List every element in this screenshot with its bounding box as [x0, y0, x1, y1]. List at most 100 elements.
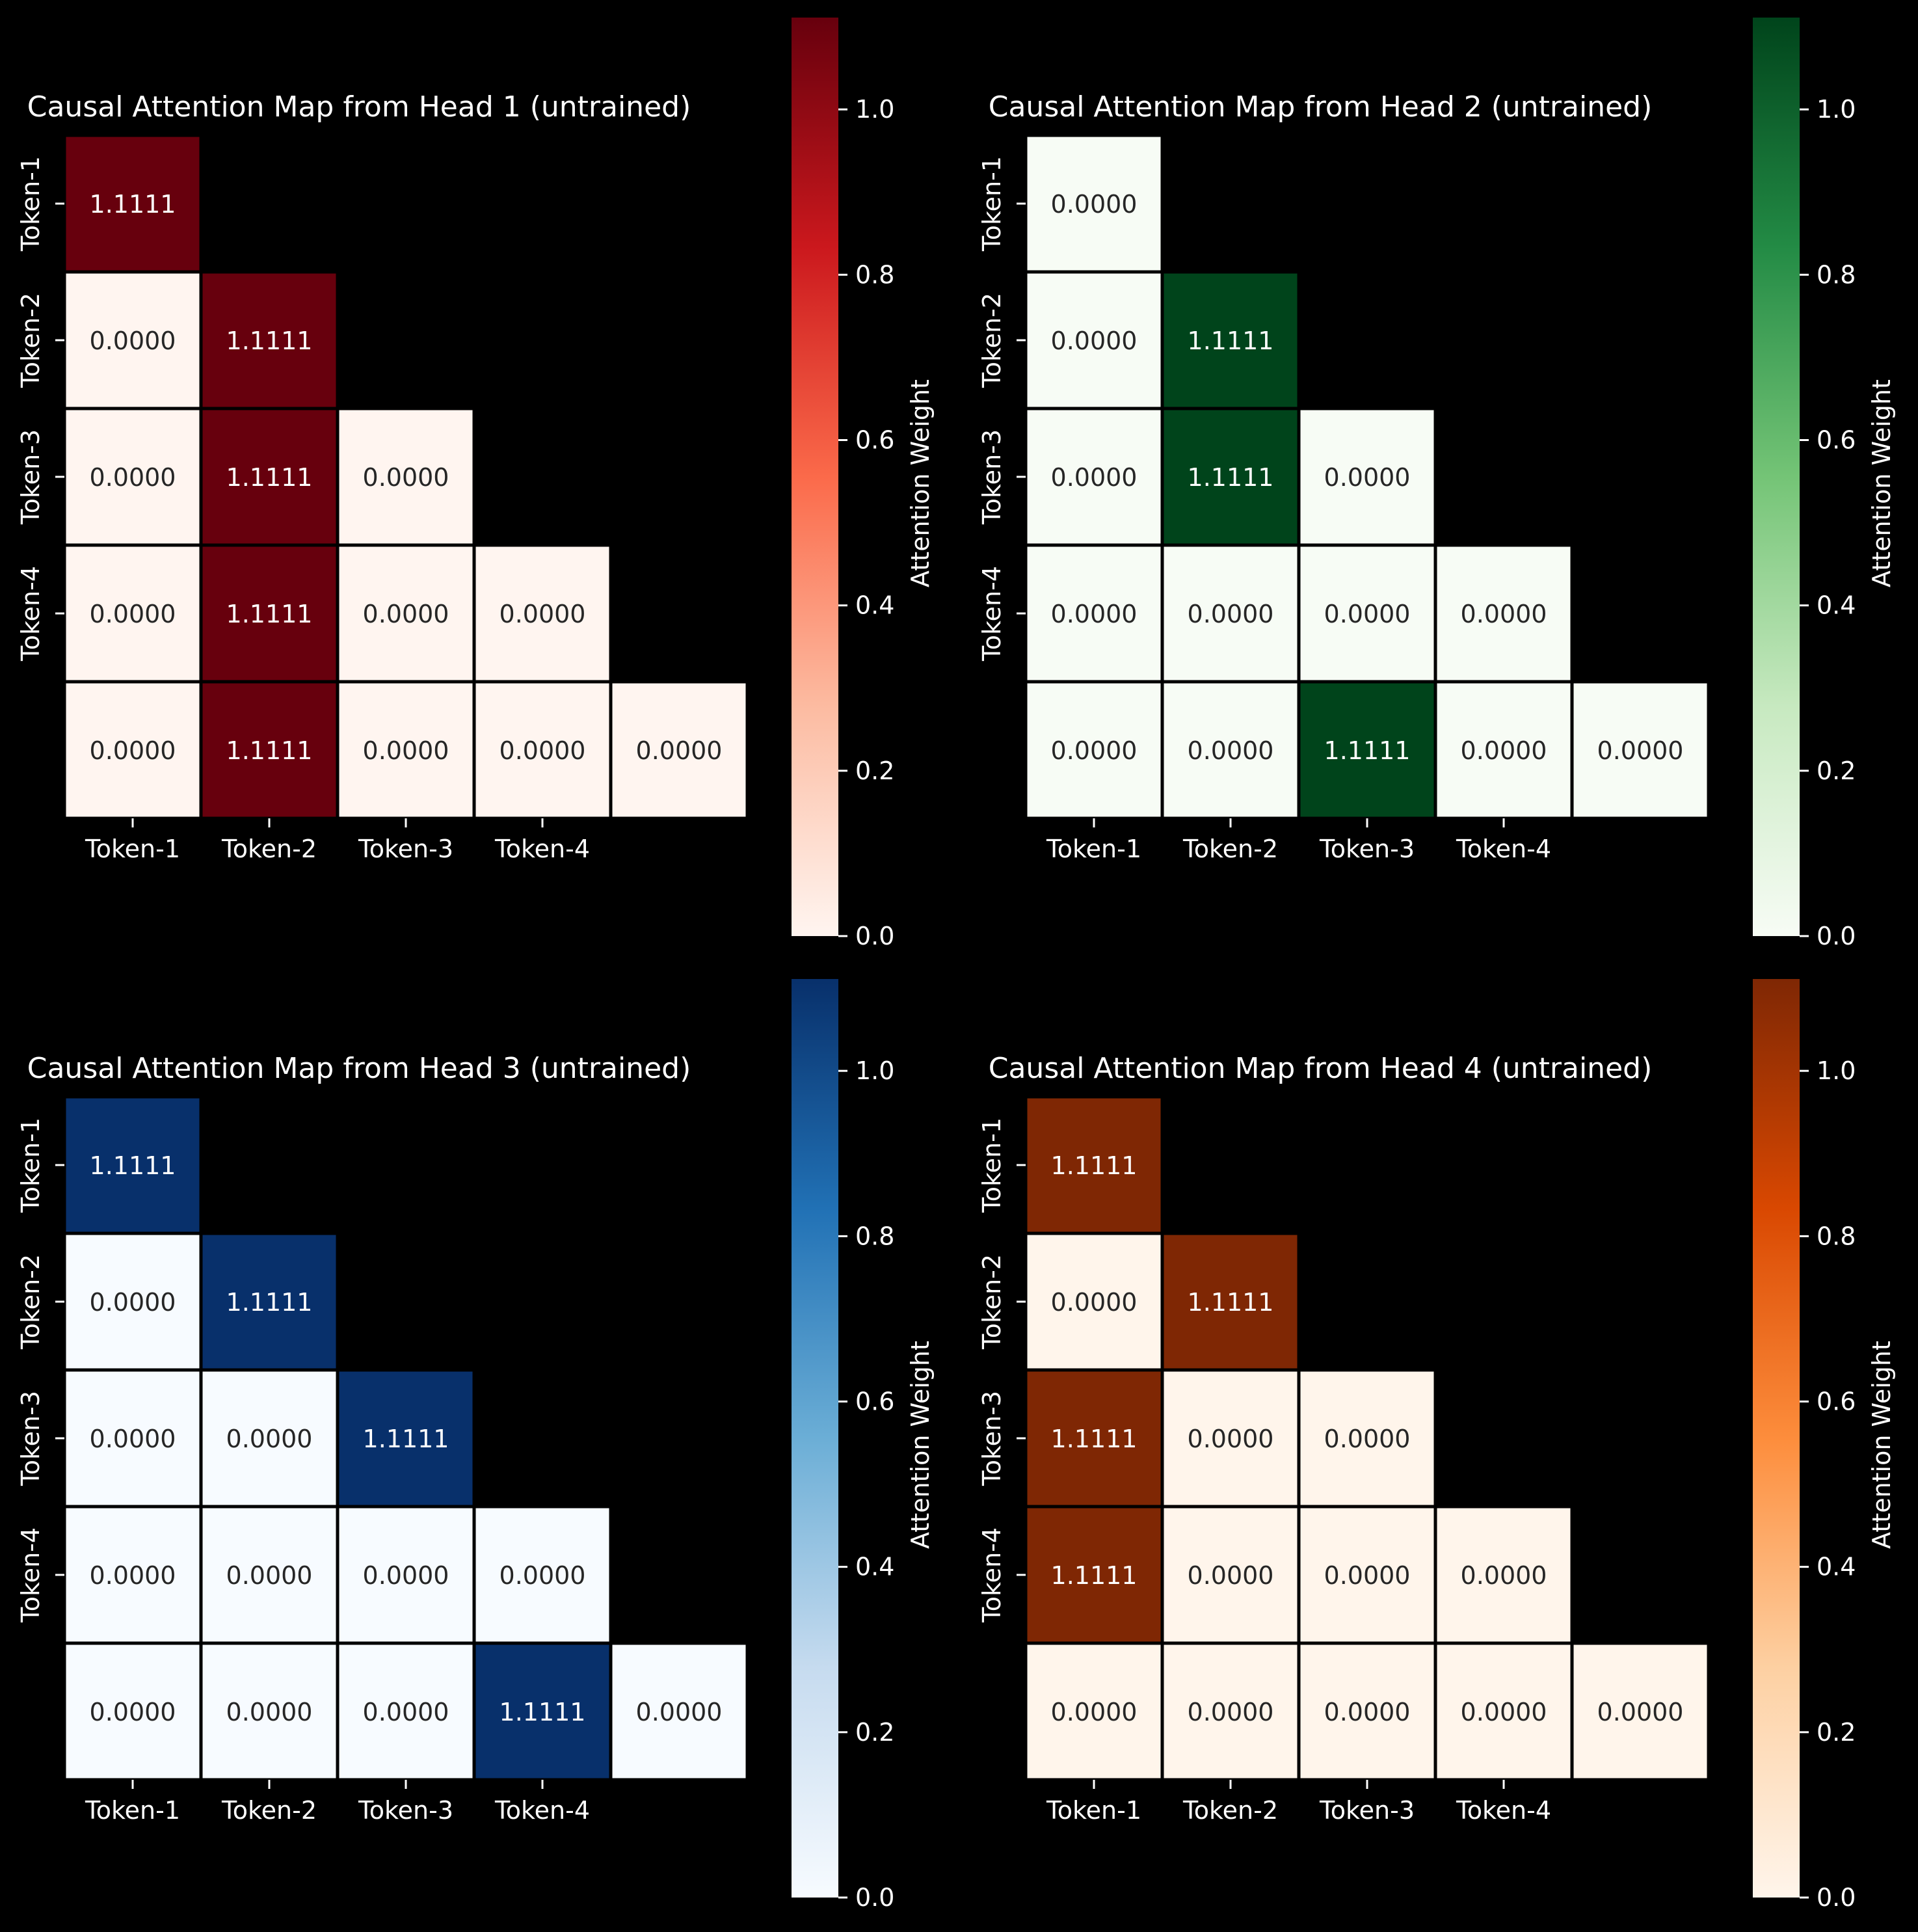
- cell-value-label: 0.0000: [1188, 736, 1274, 765]
- cell-value-label: 0.0000: [1188, 1698, 1274, 1726]
- heatmap-cell: [1297, 543, 1437, 684]
- heatmap-panel-3: Causal Attention Map from Head 3 (untrai…: [16, 979, 935, 1912]
- cell-value-label: 0.0000: [90, 463, 176, 492]
- y-tick-label: Token-4: [978, 566, 1006, 662]
- cell-value-label: 0.0000: [363, 1561, 449, 1590]
- heatmap-cell: [199, 543, 340, 684]
- x-tick-label: Token-1: [85, 1796, 180, 1825]
- colorbar-tick-label: 0.2: [1817, 757, 1856, 785]
- cell-value-label: 1.1111: [226, 463, 313, 492]
- cell-value-label: 0.0000: [226, 1698, 313, 1726]
- heatmap-cell: [1160, 1505, 1301, 1645]
- heatmap-cell: [1433, 1641, 1574, 1782]
- cell-value-label: 0.0000: [363, 463, 449, 492]
- heatmap-cell: [472, 1505, 613, 1645]
- cell-value-label: 0.0000: [1324, 600, 1411, 628]
- heatmap-cell: [472, 543, 613, 684]
- colorbar-label: Attention Weight: [1867, 1341, 1896, 1549]
- y-tick-label: Token-1: [978, 1118, 1006, 1213]
- cell-value-label: 1.1111: [226, 327, 313, 355]
- heatmap-cell: [472, 1641, 613, 1782]
- heatmap-cell: [1297, 1368, 1437, 1509]
- chart-title: Causal Attention Map from Head 3 (untrai…: [27, 1052, 691, 1085]
- cell-value-label: 0.0000: [1051, 736, 1138, 765]
- heatmap-cell: [1024, 680, 1164, 820]
- colorbar-label: Attention Weight: [1867, 379, 1896, 587]
- cell-value-label: 0.0000: [1051, 1288, 1138, 1317]
- y-tick-label: Token-1: [978, 156, 1006, 252]
- colorbar-tick-label: 0.0: [855, 922, 894, 950]
- cell-value-label: 0.0000: [1324, 1561, 1411, 1590]
- colorbar: [792, 979, 838, 1898]
- cell-value-label: 0.0000: [90, 736, 176, 765]
- colorbar-label: Attention Weight: [906, 379, 935, 587]
- colorbar-tick-label: 0.6: [1817, 426, 1856, 455]
- chart-title: Causal Attention Map from Head 1 (untrai…: [27, 90, 691, 124]
- y-tick-label: Token-4: [16, 566, 45, 662]
- x-tick-label: Token-2: [1182, 1796, 1278, 1825]
- y-tick-label: Token-4: [978, 1527, 1006, 1623]
- x-tick-label: Token-1: [85, 835, 180, 863]
- cell-value-label: 1.1111: [1188, 463, 1274, 492]
- chart-title: Causal Attention Map from Head 2 (untrai…: [989, 90, 1653, 124]
- colorbar-tick-label: 0.4: [855, 591, 894, 620]
- colorbar-tick-label: 0.2: [855, 757, 894, 785]
- cell-value-label: 0.0000: [1324, 1698, 1411, 1726]
- x-tick-label: Token-4: [1456, 1796, 1551, 1825]
- cell-value-label: 0.0000: [90, 1288, 176, 1317]
- cell-value-label: 1.1111: [1051, 1425, 1138, 1453]
- cell-value-label: 0.0000: [90, 600, 176, 628]
- cell-value-label: 0.0000: [1188, 1425, 1274, 1453]
- heatmap-cell: [199, 680, 340, 820]
- colorbar-tick-label: 0.0: [855, 1883, 894, 1912]
- cell-value-label: 1.1111: [1051, 1561, 1138, 1590]
- cell-value-label: 0.0000: [1324, 1425, 1411, 1453]
- cell-value-label: 1.1111: [1188, 1288, 1274, 1317]
- heatmap-cell: [336, 1368, 476, 1509]
- heatmap-cell: [199, 1505, 340, 1645]
- cell-value-label: 0.0000: [1461, 1561, 1547, 1590]
- colorbar-tick-label: 0.6: [855, 1388, 894, 1416]
- colorbar-tick-label: 1.0: [1817, 95, 1856, 124]
- heatmap-cell: [472, 680, 613, 820]
- y-tick-label: Token-2: [16, 293, 45, 388]
- colorbar-tick-label: 0.4: [1817, 1553, 1856, 1581]
- cell-value-label: 0.0000: [363, 736, 449, 765]
- cell-value-label: 0.0000: [363, 1698, 449, 1726]
- cell-value-label: 0.0000: [1051, 1698, 1138, 1726]
- y-tick-label: Token-4: [16, 1527, 45, 1623]
- colorbar-tick-label: 0.0: [1817, 922, 1856, 950]
- cell-value-label: 0.0000: [1461, 1698, 1547, 1726]
- y-tick-label: Token-1: [16, 1118, 45, 1213]
- cell-value-label: 0.0000: [90, 1561, 176, 1590]
- colorbar: [1753, 979, 1800, 1898]
- x-tick-label: Token-1: [1046, 1796, 1141, 1825]
- cell-value-label: 1.1111: [226, 600, 313, 628]
- x-tick-label: Token-3: [358, 835, 453, 863]
- cell-value-label: 0.0000: [1051, 327, 1138, 355]
- cell-value-label: 0.0000: [636, 1698, 723, 1726]
- colorbar-tick-label: 1.0: [855, 1056, 894, 1085]
- colorbar-tick-label: 0.4: [1817, 591, 1856, 620]
- cell-value-label: 0.0000: [636, 736, 723, 765]
- y-tick-label: Token-2: [978, 293, 1006, 388]
- heatmap-cell: [1570, 1641, 1711, 1782]
- heatmap-cell: [1570, 680, 1711, 820]
- x-tick-label: Token-1: [1046, 835, 1141, 863]
- chart-title: Causal Attention Map from Head 4 (untrai…: [989, 1052, 1653, 1085]
- cell-value-label: 1.1111: [499, 1698, 586, 1726]
- colorbar-tick-label: 0.2: [1817, 1718, 1856, 1747]
- heatmap-panel-1: Causal Attention Map from Head 1 (untrai…: [16, 18, 935, 950]
- cell-value-label: 1.1111: [1188, 327, 1274, 355]
- x-tick-label: Token-4: [1456, 835, 1551, 863]
- cell-value-label: 0.0000: [1461, 600, 1547, 628]
- x-tick-label: Token-4: [494, 835, 590, 863]
- cell-value-label: 1.1111: [1051, 1151, 1138, 1180]
- heatmap-cell: [1160, 1368, 1301, 1509]
- cell-value-label: 0.0000: [1188, 1561, 1274, 1590]
- colorbar-tick-label: 0.8: [855, 260, 894, 289]
- x-tick-label: Token-2: [221, 835, 317, 863]
- x-tick-label: Token-4: [494, 1796, 590, 1825]
- colorbar-tick-label: 0.2: [855, 1718, 894, 1747]
